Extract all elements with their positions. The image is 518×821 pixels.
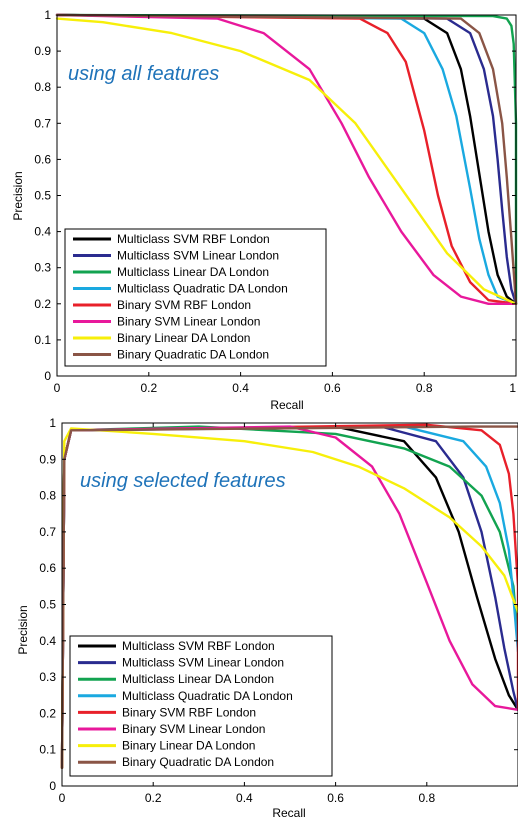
annotation-all-features: using all features [68,63,219,85]
legend-label-3: Multiclass Linear DA London [117,265,269,279]
x-tick-label: 1 [509,381,516,395]
legend-box [69,635,333,777]
y-tick-label: 1 [44,8,51,22]
x-tick-label: 0.4 [232,381,249,395]
y-tick-label: 0.9 [39,452,56,466]
legend-label-8: Binary Quadratic DA London [117,348,269,362]
y-tick-label: 0.6 [34,152,51,166]
legend-label-6: Binary SVM Linear London [117,315,260,329]
legend-label-2: Multiclass SVM Linear London [122,656,284,670]
y-tick-label: 0.8 [39,489,56,503]
x-tick-label: 0.2 [145,791,162,805]
pr-chart-all-features: using all features Recall Precision 0 0.1… [11,8,518,412]
legend-label-1: Multiclass SVM RBF London [117,232,270,246]
x-tick-label: 0 [59,791,66,805]
series-line-8 [60,425,518,770]
series-line-2 [55,13,518,305]
y-tick-label: 0.7 [39,525,56,539]
x-tick-label: 0.8 [418,791,435,805]
legend: Multiclass SVM RBF London Multiclass SVM … [69,635,333,777]
legend-label-2: Multiclass SVM Linear London [117,249,279,263]
series-line-8 [55,13,518,305]
y-tick-label: 0 [44,369,51,383]
y-tick-label: 0.5 [39,598,56,612]
y-tick-label: 0.1 [34,333,51,347]
y-tick-label: 0.9 [34,44,51,58]
legend: Multiclass SVM RBF London Multiclass SVM … [64,228,327,367]
legend-label-5: Binary SVM RBF London [122,705,256,719]
y-tick-label: 0.3 [34,261,51,275]
y-tick-label: 0 [49,779,56,793]
legend-label-3: Multiclass Linear DA London [122,672,274,686]
x-axis-label: Recall [270,398,303,412]
y-axis-label: Precision [11,171,25,220]
legend-label-7: Binary Linear DA London [117,331,250,345]
x-tick-label: 0.6 [324,381,341,395]
y-axis-label: Precision [16,605,30,654]
y-tick-label: 0.8 [34,80,51,94]
y-tick-label: 0.5 [34,189,51,203]
x-tick-label: 0.8 [416,381,433,395]
y-tick-label: 0.7 [34,116,51,130]
x-tick-label: 0.2 [140,381,157,395]
series-line-7 [55,17,518,305]
y-tick-label: 0.4 [39,634,56,648]
x-tick-label: 0.4 [236,791,253,805]
legend-label-7: Binary Linear DA London [122,739,255,753]
legend-label-1: Multiclass SVM RBF London [122,639,275,653]
legend-label-4: Multiclass Quadratic DA London [122,689,293,703]
legend-label-4: Multiclass Quadratic DA London [117,282,288,296]
x-tick-label: 0.6 [327,791,344,805]
y-tick-label: 0.1 [39,743,56,757]
y-tick-label: 0.3 [39,670,56,684]
series-line-5 [55,13,518,305]
legend-label-6: Binary SVM Linear London [122,722,265,736]
y-tick-label: 0.2 [34,297,51,311]
series-line-6 [55,13,518,305]
series-line-4 [55,13,518,305]
y-tick-label: 0.6 [39,561,56,575]
legend-label-5: Binary SVM RBF London [117,298,251,312]
y-tick-label: 0.2 [39,706,56,720]
legend-label-8: Binary Quadratic DA London [122,755,274,769]
legend-box [64,228,327,367]
x-axis-label: Recall [272,806,305,820]
y-tick-label: 0.4 [34,225,51,239]
x-tick-label: 0 [54,381,61,395]
series-group [60,423,518,770]
pr-chart-selected-features: using selected features Recall Precision… [16,416,518,820]
annotation-selected-features: using selected features [80,470,286,492]
y-tick-label: 1 [49,416,56,430]
series-line-1 [55,13,518,305]
